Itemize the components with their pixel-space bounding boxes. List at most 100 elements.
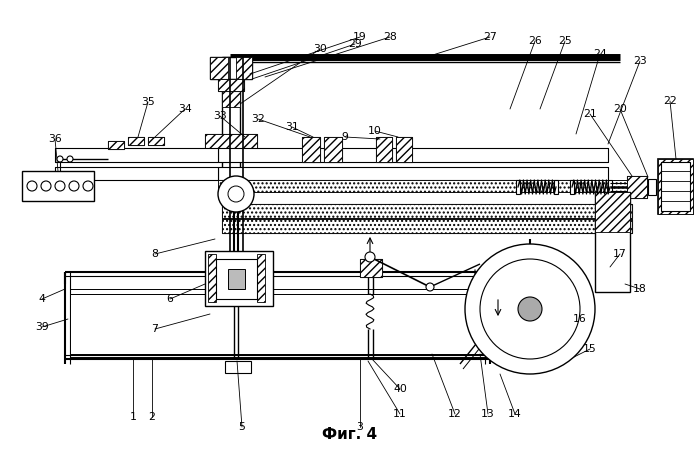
Text: 16: 16 <box>573 314 587 324</box>
Bar <box>218 167 608 180</box>
Bar <box>222 204 632 218</box>
Bar <box>218 167 608 180</box>
Bar <box>518 267 542 279</box>
Circle shape <box>465 244 595 374</box>
Bar <box>570 180 574 194</box>
Bar <box>658 159 693 214</box>
Bar <box>627 176 647 198</box>
Text: 30: 30 <box>313 44 327 54</box>
Circle shape <box>69 181 79 191</box>
Bar <box>128 137 144 145</box>
Text: 29: 29 <box>348 39 362 49</box>
Text: 1: 1 <box>129 412 136 422</box>
Bar <box>257 254 265 302</box>
Text: 40: 40 <box>393 384 407 394</box>
Bar <box>210 57 228 79</box>
Text: 20: 20 <box>613 104 627 114</box>
Bar <box>360 259 382 277</box>
Bar <box>302 137 320 162</box>
Text: 39: 39 <box>35 322 49 332</box>
Bar <box>218 148 608 162</box>
Circle shape <box>83 181 93 191</box>
Text: 10: 10 <box>368 126 382 136</box>
Text: 36: 36 <box>48 134 62 144</box>
Text: 12: 12 <box>448 409 462 419</box>
Circle shape <box>41 181 51 191</box>
Text: 6: 6 <box>166 294 173 304</box>
Bar <box>205 134 257 148</box>
Bar <box>608 180 612 194</box>
Bar <box>218 148 608 162</box>
Text: 3: 3 <box>356 422 363 432</box>
Bar <box>210 57 252 79</box>
Bar <box>55 167 218 180</box>
Circle shape <box>518 297 542 321</box>
Bar <box>222 219 632 233</box>
Text: 27: 27 <box>483 32 497 42</box>
Bar <box>148 137 164 145</box>
Bar <box>55 148 218 162</box>
Bar <box>222 219 632 233</box>
Bar <box>70 294 485 354</box>
Bar <box>360 259 382 277</box>
Bar <box>148 137 164 145</box>
Bar <box>595 192 630 232</box>
Circle shape <box>27 181 37 191</box>
Text: 31: 31 <box>285 122 299 132</box>
Text: 18: 18 <box>633 284 647 294</box>
Bar <box>55 167 218 180</box>
Bar <box>208 254 216 302</box>
Text: Фиг. 4: Фиг. 4 <box>322 426 377 442</box>
Text: 9: 9 <box>342 132 348 142</box>
Bar <box>70 294 485 354</box>
Circle shape <box>365 252 375 262</box>
Bar <box>228 269 245 289</box>
Bar <box>376 137 392 162</box>
Bar <box>396 137 412 162</box>
Bar <box>648 179 656 195</box>
Bar <box>55 148 218 162</box>
Bar <box>218 180 628 192</box>
Circle shape <box>218 176 254 212</box>
Text: 19: 19 <box>353 32 367 42</box>
Circle shape <box>480 259 580 359</box>
Text: 7: 7 <box>152 324 159 334</box>
Bar <box>627 176 647 198</box>
Text: 35: 35 <box>141 97 155 107</box>
Text: 11: 11 <box>393 409 407 419</box>
Circle shape <box>228 186 244 202</box>
Bar <box>222 57 240 107</box>
Bar <box>324 137 342 162</box>
Bar <box>218 79 244 91</box>
Text: 13: 13 <box>481 409 495 419</box>
Text: 33: 33 <box>213 111 227 121</box>
Circle shape <box>55 181 65 191</box>
Bar <box>376 137 392 162</box>
Bar <box>518 267 542 279</box>
Bar <box>108 141 124 149</box>
Text: 5: 5 <box>238 422 245 432</box>
Bar <box>302 137 320 162</box>
Bar <box>222 204 632 218</box>
Text: 34: 34 <box>178 104 192 114</box>
Text: 15: 15 <box>583 344 597 354</box>
Text: 26: 26 <box>528 36 542 46</box>
Text: 14: 14 <box>508 409 522 419</box>
Bar <box>205 134 257 148</box>
Text: 4: 4 <box>38 294 45 304</box>
Text: 23: 23 <box>633 56 647 66</box>
Bar <box>108 141 124 149</box>
Bar <box>324 137 342 162</box>
Text: 25: 25 <box>558 36 572 46</box>
Bar <box>595 192 630 292</box>
Bar <box>661 162 690 211</box>
Bar <box>554 180 558 194</box>
Bar <box>216 259 257 299</box>
Text: 21: 21 <box>583 109 597 119</box>
Text: 17: 17 <box>613 249 627 259</box>
Text: 8: 8 <box>152 249 159 259</box>
Bar <box>218 79 244 91</box>
Text: 24: 24 <box>593 49 607 59</box>
Bar <box>658 159 693 214</box>
Bar <box>222 57 240 202</box>
